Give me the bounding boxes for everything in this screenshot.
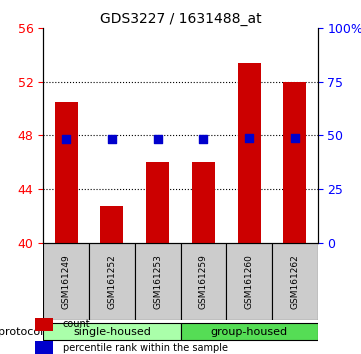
Point (155, 136, 161, 142)
Bar (146, 162, 169, 242)
Text: GSM161262: GSM161262 (290, 254, 299, 309)
Text: GSM161252: GSM161252 (108, 254, 116, 309)
Bar (35, 341, 53, 354)
FancyBboxPatch shape (180, 323, 318, 340)
Bar (100, 206, 123, 242)
Text: percentile rank within the sample: percentile rank within the sample (63, 343, 228, 353)
FancyBboxPatch shape (43, 323, 180, 340)
Title: GDS3227 / 1631488_at: GDS3227 / 1631488_at (100, 12, 261, 26)
Bar (35, 318, 53, 331)
Point (200, 136, 206, 142)
Text: single-housed: single-housed (73, 327, 151, 337)
FancyBboxPatch shape (135, 242, 180, 320)
Point (63, 136, 69, 142)
Point (246, 135, 252, 141)
FancyBboxPatch shape (43, 242, 89, 320)
Text: group-housed: group-housed (210, 327, 288, 337)
FancyBboxPatch shape (272, 242, 318, 320)
Bar (55, 102, 78, 242)
Text: GSM161249: GSM161249 (62, 254, 71, 309)
FancyBboxPatch shape (226, 242, 272, 320)
Text: protocol: protocol (0, 327, 43, 337)
Text: count: count (63, 319, 90, 329)
FancyBboxPatch shape (180, 242, 226, 320)
Bar (283, 82, 306, 242)
Bar (238, 63, 261, 242)
Text: GSM161253: GSM161253 (153, 254, 162, 309)
FancyBboxPatch shape (89, 242, 135, 320)
Point (292, 136, 298, 141)
Text: GSM161259: GSM161259 (199, 254, 208, 309)
Bar (192, 162, 215, 242)
Text: GSM161260: GSM161260 (245, 254, 253, 309)
Point (109, 136, 115, 142)
